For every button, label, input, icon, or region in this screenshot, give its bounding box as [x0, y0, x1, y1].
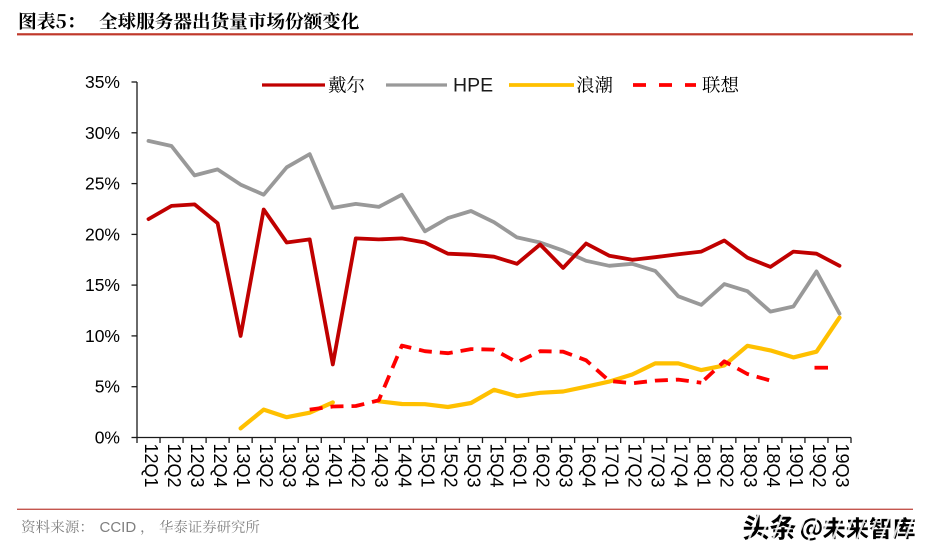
svg-text:19Q2: 19Q2 [809, 444, 829, 488]
svg-text:12Q3: 12Q3 [187, 444, 207, 488]
svg-text:0%: 0% [95, 428, 120, 448]
svg-text:18Q1: 18Q1 [694, 444, 714, 488]
svg-text:15Q2: 15Q2 [440, 444, 460, 488]
svg-text:17Q1: 17Q1 [602, 444, 622, 488]
svg-text:19Q1: 19Q1 [786, 444, 806, 488]
svg-text:13Q2: 13Q2 [256, 444, 276, 488]
svg-text:15%: 15% [85, 275, 120, 295]
svg-text:15Q1: 15Q1 [417, 444, 437, 488]
svg-text:17Q2: 17Q2 [625, 444, 645, 488]
svg-text:25%: 25% [85, 174, 120, 194]
svg-text:13Q3: 13Q3 [279, 444, 299, 488]
svg-text:14Q1: 14Q1 [325, 444, 345, 488]
svg-text:14Q4: 14Q4 [394, 444, 414, 488]
svg-text:16Q3: 16Q3 [556, 444, 576, 488]
svg-text:30%: 30% [85, 123, 120, 143]
svg-text:18Q3: 18Q3 [740, 444, 760, 488]
svg-text:12Q4: 12Q4 [210, 444, 230, 488]
svg-text:16Q4: 16Q4 [579, 444, 599, 488]
svg-text:18Q4: 18Q4 [763, 444, 783, 488]
svg-text:12Q2: 12Q2 [164, 444, 184, 488]
svg-text:17Q3: 17Q3 [648, 444, 668, 488]
svg-text:5%: 5% [95, 377, 120, 397]
svg-text:HPE: HPE [453, 75, 493, 97]
svg-text:13Q1: 13Q1 [233, 444, 253, 488]
svg-text:16Q2: 16Q2 [533, 444, 553, 488]
svg-text:19Q3: 19Q3 [832, 444, 852, 488]
svg-text:CCID: CCID [100, 519, 137, 536]
svg-text:10%: 10% [85, 326, 120, 346]
svg-text:14Q2: 14Q2 [348, 444, 368, 488]
svg-text:14Q3: 14Q3 [371, 444, 391, 488]
svg-text:17Q4: 17Q4 [671, 444, 691, 488]
svg-text:13Q4: 13Q4 [302, 444, 322, 488]
svg-text:16Q1: 16Q1 [509, 444, 529, 488]
svg-text:18Q2: 18Q2 [717, 444, 737, 488]
svg-text:15Q3: 15Q3 [463, 444, 483, 488]
svg-text:35%: 35% [85, 72, 120, 92]
svg-text:20%: 20% [85, 224, 120, 244]
svg-text:12Q1: 12Q1 [141, 444, 161, 488]
svg-text:15Q4: 15Q4 [486, 444, 506, 488]
